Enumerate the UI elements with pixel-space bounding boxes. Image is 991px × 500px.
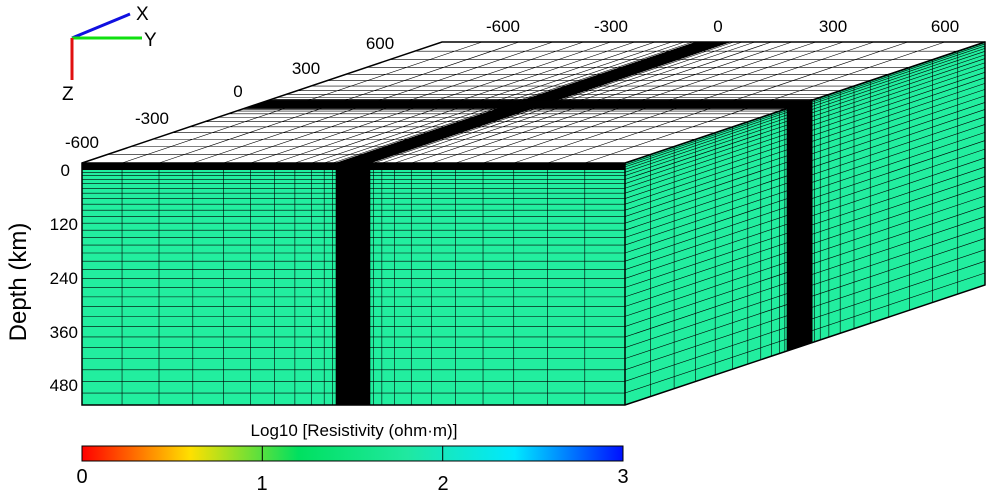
side-depth-line bbox=[624, 132, 986, 254]
side-depth-line bbox=[624, 124, 986, 246]
axis-triad: X Y Z bbox=[62, 4, 157, 105]
side-depth-line bbox=[624, 58, 986, 180]
side-depth-line bbox=[624, 54, 986, 176]
side-depth-line bbox=[624, 272, 986, 394]
z-axis-label: Z bbox=[62, 84, 74, 105]
side-depth-line bbox=[624, 62, 986, 184]
side-depth-line bbox=[624, 157, 986, 279]
top-x-tick: 300 bbox=[819, 17, 847, 36]
side-depth-line bbox=[624, 227, 986, 348]
side-depth-line bbox=[624, 77, 986, 199]
side-depth-line bbox=[624, 51, 986, 173]
top-y-tick: -300 bbox=[135, 109, 169, 128]
top-refined-band-x bbox=[244, 100, 813, 109]
depth-tick: 240 bbox=[50, 269, 78, 288]
colorbar-tick-label: 0 bbox=[76, 466, 87, 488]
x-axis-label: X bbox=[136, 4, 149, 25]
top-x-ticks: -600 -300 0 300 600 bbox=[486, 17, 959, 36]
side-depth-line bbox=[624, 116, 986, 238]
side-face-grid bbox=[624, 41, 986, 406]
top-y-tick: 0 bbox=[233, 82, 242, 101]
side-depth-line bbox=[624, 260, 986, 382]
depth-axis-label: Depth (km) bbox=[5, 223, 32, 342]
side-depth-line bbox=[624, 176, 986, 298]
top-y-tick: -600 bbox=[65, 133, 99, 152]
side-depth-line bbox=[624, 67, 986, 189]
colorbar-tick-label: 1 bbox=[256, 473, 267, 495]
side-depth-line bbox=[624, 95, 986, 217]
side-depth-line bbox=[624, 195, 986, 317]
depth-tick: 120 bbox=[50, 215, 78, 234]
side-depth-line bbox=[624, 148, 986, 270]
side-depth-line bbox=[624, 45, 986, 168]
side-depth-line bbox=[624, 249, 986, 371]
side-depth-line bbox=[624, 83, 986, 205]
side-depth-line bbox=[624, 140, 986, 262]
colorbar: Log10 [Resistivity (ohm·m)] 0 1 2 3 bbox=[76, 421, 628, 495]
colorbar-ticks bbox=[81, 446, 624, 461]
y-axis-label: Y bbox=[144, 30, 157, 51]
side-depth-line bbox=[624, 238, 986, 359]
top-face-grid bbox=[81, 41, 986, 164]
side-depth-line bbox=[624, 185, 986, 307]
front-refined-band bbox=[336, 163, 370, 405]
top-x-tick: 0 bbox=[713, 17, 722, 36]
side-depth-line bbox=[624, 216, 986, 338]
depth-tick: 360 bbox=[50, 323, 78, 342]
depth-axis: Depth (km) 0 120 240 360 480 bbox=[5, 161, 78, 395]
side-depth-line bbox=[624, 166, 986, 288]
side-depth-line bbox=[624, 43, 986, 166]
top-y-tick: 600 bbox=[366, 34, 394, 53]
depth-tick: 480 bbox=[50, 376, 78, 395]
top-x-tick: -600 bbox=[486, 17, 520, 36]
front-surface-band bbox=[82, 163, 625, 170]
colorbar-tick-label: 2 bbox=[437, 473, 448, 495]
side-depth-line bbox=[624, 72, 986, 194]
block-outline bbox=[81, 41, 986, 406]
depth-tick: 0 bbox=[61, 161, 70, 180]
side-depth-line bbox=[624, 205, 986, 327]
top-y-tick: 300 bbox=[292, 59, 320, 78]
colorbar-gradient bbox=[81, 445, 624, 462]
mesh-block bbox=[81, 41, 986, 406]
colorbar-tick-label: 3 bbox=[617, 466, 628, 488]
side-depth-line bbox=[624, 48, 986, 170]
side-depth-line bbox=[624, 89, 986, 211]
top-x-tick: -300 bbox=[594, 17, 628, 36]
x-axis-arrow bbox=[71, 12, 131, 40]
colorbar-title: Log10 [Resistivity (ohm·m)] bbox=[251, 421, 458, 440]
side-depth-line bbox=[624, 109, 986, 231]
top-x-tick: 600 bbox=[931, 17, 959, 36]
side-depth-line bbox=[624, 102, 986, 224]
top-y-ticks: -600 -300 0 300 600 bbox=[65, 34, 394, 152]
